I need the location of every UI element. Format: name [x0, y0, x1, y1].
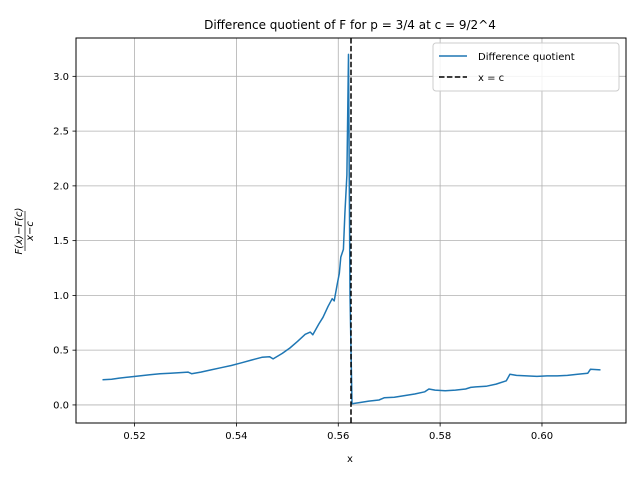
chart-title: Difference quotient of F for p = 3/4 at …	[204, 18, 496, 32]
y-tick-label: 0.5	[53, 346, 69, 357]
legend: Difference quotient x = c	[432, 42, 620, 92]
x-tick-label: 0.58	[429, 431, 451, 442]
axes-frame	[75, 37, 627, 424]
y-tick-label: 0.0	[53, 400, 69, 411]
legend-vline-label: x = c	[478, 73, 504, 84]
y-axis-label-denominator: x−c	[25, 221, 36, 242]
y-axis-label: F(x)−F(c) x−c	[14, 208, 36, 255]
x-tick-label: 0.60	[531, 431, 553, 442]
y-tick-label: 3.0	[53, 72, 69, 83]
y-tick-label: 2.0	[53, 181, 69, 192]
grid	[76, 38, 626, 423]
legend-box	[432, 42, 620, 92]
plot-area	[102, 38, 601, 423]
y-tick-label: 1.0	[53, 291, 69, 302]
legend-series-label: Difference quotient	[478, 52, 575, 63]
y-tick-label: 1.5	[53, 236, 69, 247]
y-axis-label-numerator: F(x)−F(c)	[14, 208, 25, 255]
series-line-difference-quotient	[102, 53, 601, 405]
x-tick-label: 0.56	[327, 431, 349, 442]
x-tick-label: 0.52	[123, 431, 145, 442]
x-axis-label: x	[347, 454, 353, 465]
y-axis: 0.0 0.5 1.0 1.5 2.0 2.5 3.0	[53, 72, 76, 411]
y-tick-label: 2.5	[53, 127, 69, 138]
x-axis: 0.52 0.54 0.56 0.58 0.60	[123, 423, 553, 442]
x-tick-label: 0.54	[225, 431, 247, 442]
